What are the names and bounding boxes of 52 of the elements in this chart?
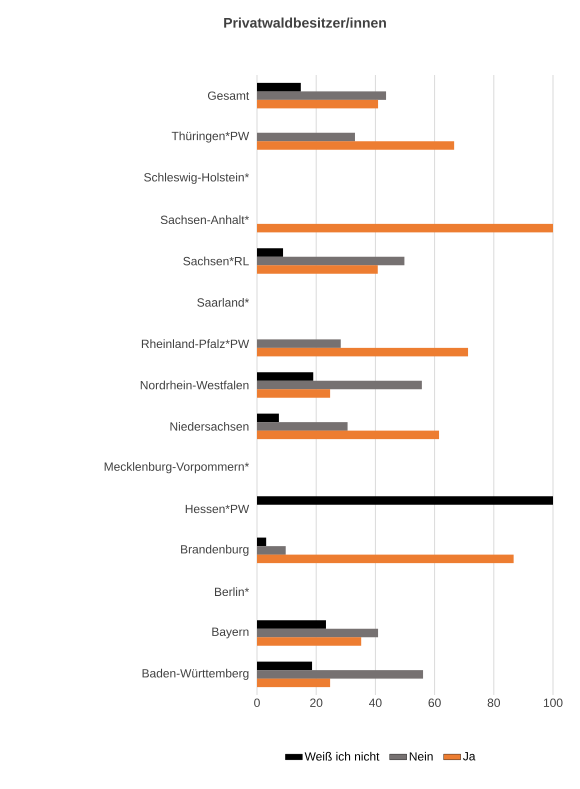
bar — [257, 678, 330, 688]
y-tick-label: Sachsen*RL — [183, 256, 249, 266]
legend-label: Weiß ich nicht — [304, 752, 380, 761]
y-tick-label: Bayern — [212, 628, 248, 638]
x-tick-label: 80 — [488, 698, 500, 707]
bar — [257, 554, 514, 564]
bar — [257, 339, 341, 348]
bar — [257, 380, 422, 390]
y-tick-label: Gesamt — [208, 91, 250, 100]
y-tick-label: Sachsen-Anhalt* — [160, 215, 250, 224]
x-tick-label: 20 — [310, 698, 322, 707]
bar — [257, 389, 330, 398]
y-tick-label: Schleswig-Holstein* — [144, 172, 250, 184]
bar — [257, 132, 355, 142]
y-tick-label: Baden-Württemberg — [142, 668, 248, 680]
bar — [257, 628, 378, 638]
bar — [257, 620, 326, 629]
bar — [257, 248, 284, 257]
x-tick-label: 40 — [369, 698, 382, 707]
y-tick-label: Berlin* — [214, 587, 250, 596]
bar — [257, 141, 454, 150]
bar — [257, 538, 266, 546]
bar — [257, 422, 348, 431]
chart-title: Privatwaldbesitzer/innen — [224, 18, 386, 28]
bar — [257, 496, 554, 505]
y-tick-label: Rheinland-Pfalz*PW — [142, 339, 250, 348]
bar — [257, 91, 386, 100]
x-tick-label: 60 — [428, 698, 441, 707]
x-tick-label: 100 — [544, 698, 563, 707]
bar — [257, 414, 279, 422]
bar — [257, 430, 440, 440]
bar — [257, 348, 468, 356]
y-tick-label: Saarland* — [197, 298, 250, 307]
y-tick-label: Thüringen*PW — [172, 131, 250, 143]
x-tick-label: 0 — [254, 698, 260, 707]
legend-label: Nein — [410, 752, 433, 761]
y-tick-label: Niedersachsen — [170, 422, 248, 431]
bar — [257, 546, 286, 555]
bar — [257, 256, 404, 266]
bar — [257, 224, 554, 232]
bar — [257, 100, 378, 108]
bar — [257, 372, 314, 381]
y-tick-label: Nordrhein-Westfalen — [140, 380, 248, 390]
bar — [257, 637, 362, 646]
legend-label: Ja — [463, 752, 476, 760]
y-tick-label: Hessen*PW — [186, 504, 250, 514]
y-tick-label: Brandenburg — [181, 544, 248, 556]
bar — [257, 670, 424, 679]
bar — [257, 82, 301, 92]
bar — [257, 662, 312, 670]
bar — [257, 265, 378, 274]
y-tick-label: Mecklenburg-Vorpommern* — [104, 462, 250, 474]
